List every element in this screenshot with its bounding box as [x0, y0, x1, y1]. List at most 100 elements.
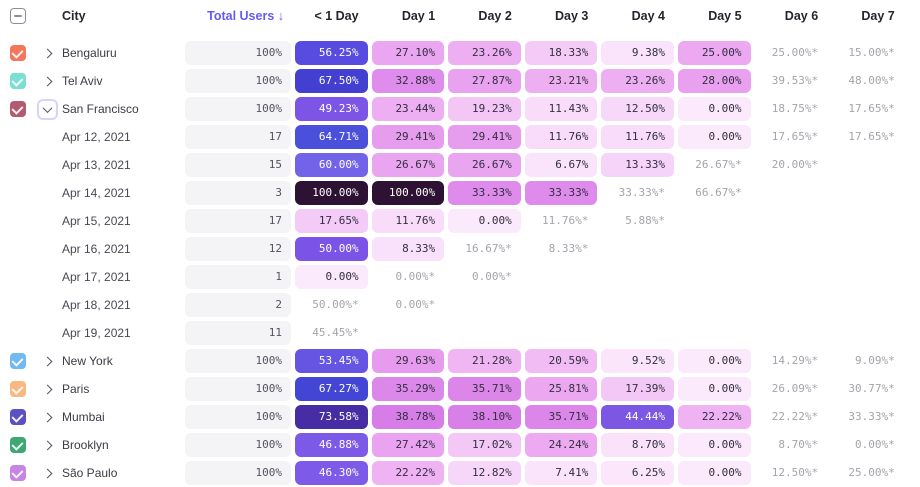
retention-cell-day1: 8.33% — [371, 237, 445, 261]
retention-cell-day1: 29.63% — [371, 349, 445, 373]
checkbox-cell — [0, 73, 36, 89]
date-label-apr-17-2021: Apr 17, 2021 — [62, 270, 131, 284]
retention-cell-day0: 56.25% — [295, 41, 368, 65]
retention-cell-day4: 17.39% — [601, 377, 674, 401]
retention-cell-day2: 26.67% — [448, 153, 521, 177]
total-users-cell: 2 — [185, 293, 291, 317]
retention-cell-day5: 0.00% — [677, 349, 751, 373]
empty-cell-day7 — [831, 181, 904, 205]
forecast-cell-day6: 14.29%* — [771, 354, 819, 367]
column-header-day-5: Day 5 — [708, 9, 742, 23]
retention-cell-day2: 23.26% — [448, 41, 521, 65]
forecast-cell-day7: 9.09%* — [855, 354, 895, 367]
row-checkbox-tel-aviv[interactable] — [10, 73, 26, 89]
row-checkbox-brooklyn[interactable] — [10, 437, 26, 453]
column-header-day-4: Day 4 — [631, 9, 665, 23]
date-row-apr-19-2021: Apr 19, 2021 11 45.45%* — [0, 319, 920, 347]
empty-cell-day6 — [755, 237, 828, 261]
city-row-paris: Paris 100% 67.27% 35.29% 35.71% 25.81% 17.39% 0… — [0, 375, 920, 403]
retention-cell-day5: 22.22% — [677, 405, 751, 429]
retention-cell-day1: 100.00% — [371, 181, 445, 205]
retention-cell-day5: 0.00% — [677, 97, 751, 121]
row-checkbox-new-york[interactable] — [10, 353, 26, 369]
city-label-tel-aviv: Tel Aviv — [62, 74, 103, 88]
chevron-right-icon[interactable] — [42, 412, 53, 422]
row-checkbox-paris[interactable] — [10, 381, 26, 397]
select-all-checkbox[interactable] — [10, 8, 26, 24]
row-checkbox-san-francisco[interactable] — [10, 101, 26, 117]
retention-cell-day3: 11.76% — [524, 125, 598, 149]
total-users-cell: 17 — [185, 209, 291, 233]
checkbox-cell — [0, 45, 36, 61]
forecast-cell-day6: 18.75%* — [771, 102, 819, 115]
empty-cell-day4 — [601, 321, 674, 345]
date-label-apr-15-2021: Apr 15, 2021 — [62, 214, 131, 228]
forecast-cell-day7: 17.65%* — [848, 102, 895, 115]
expand-cell — [36, 76, 62, 86]
retention-cell-day5: 0.00% — [677, 461, 751, 485]
empty-cell-day1 — [372, 321, 445, 345]
retention-cell-day3: 6.67% — [524, 153, 598, 177]
chevron-right-icon[interactable] — [42, 440, 53, 450]
city-row-mumbai: Mumbai 100% 73.58% 38.78% 38.10% 35.71% 44.44%… — [0, 403, 920, 431]
total-users-cell: 17 — [185, 125, 291, 149]
forecast-cell-day2: 16.67%* — [465, 242, 512, 255]
empty-cell-day5 — [678, 321, 751, 345]
city-label-brooklyn: Brooklyn — [62, 438, 109, 452]
city-row-san-francisco: San Francisco 100% 49.23% 23.44% 19.23% 11.43… — [0, 95, 920, 123]
retention-cell-day4: 8.70% — [601, 433, 674, 457]
checkbox-cell — [0, 381, 36, 397]
column-header-day-7: Day 7 — [861, 9, 895, 23]
city-row-tel-aviv: Tel Aviv 100% 67.50% 32.88% 27.87% 23.21% 23.2… — [0, 67, 920, 95]
empty-cell-day7 — [831, 293, 904, 317]
chevron-right-icon[interactable] — [42, 76, 53, 86]
retention-cell-day2: 27.87% — [448, 69, 521, 93]
row-checkbox-mumbai[interactable] — [10, 409, 26, 425]
total-users-cell: 100% — [185, 41, 291, 65]
retention-cell-day3: 33.33% — [524, 181, 598, 205]
checkbox-cell — [0, 409, 36, 425]
empty-cell-day4 — [601, 293, 674, 317]
empty-cell-day6 — [755, 181, 828, 205]
total-users-cell: 12 — [185, 237, 291, 261]
checkbox-cell — [0, 437, 36, 453]
retention-cell-day5: 0.00% — [677, 125, 751, 149]
total-users-cell: 100% — [185, 97, 291, 121]
expand-cell — [36, 98, 62, 120]
column-header-city: City — [62, 9, 86, 23]
retention-cell-day2: 38.10% — [448, 405, 521, 429]
retention-cell-day3: 24.24% — [524, 433, 598, 457]
indeterminate-icon — [14, 15, 22, 17]
expand-cell — [36, 356, 62, 366]
retention-cell-day0: 0.00% — [295, 265, 368, 289]
total-users-cell: 11 — [185, 321, 291, 345]
forecast-cell-day6: 12.50%* — [771, 466, 819, 479]
chevron-right-icon[interactable] — [42, 468, 53, 478]
row-checkbox-bengaluru[interactable] — [10, 45, 26, 61]
chevron-right-icon[interactable] — [42, 384, 53, 394]
expand-cell — [36, 440, 62, 450]
empty-cell-day2 — [448, 321, 521, 345]
forecast-cell-day5: 26.67%* — [695, 158, 742, 171]
retention-cell-day0: 53.45% — [295, 349, 368, 373]
forecast-cell-day4: 5.88%* — [625, 214, 665, 227]
empty-cell-day5 — [678, 265, 751, 289]
date-label-apr-14-2021: Apr 14, 2021 — [62, 186, 131, 200]
expand-cell — [36, 412, 62, 422]
total-users-cell: 100% — [185, 349, 291, 373]
retention-cell-day0: 100.00% — [295, 181, 368, 205]
empty-cell-day6 — [755, 293, 828, 317]
collapse-row-button-san-francisco[interactable] — [37, 98, 58, 120]
row-checkbox-s-o-paulo[interactable] — [10, 465, 26, 481]
chevron-right-icon[interactable] — [42, 48, 53, 58]
column-header-total-users[interactable]: Total Users ↓ — [207, 9, 284, 23]
forecast-cell-day6: 26.09%* — [771, 382, 819, 395]
forecast-cell-day6: 25.00%* — [771, 46, 819, 59]
total-users-cell: 15 — [185, 153, 291, 177]
retention-cell-day1: 27.42% — [371, 433, 445, 457]
chevron-right-icon[interactable] — [42, 356, 53, 366]
expand-cell — [36, 384, 62, 394]
city-row-brooklyn: Brooklyn 100% 46.88% 27.42% 17.02% 24.24% 8.70… — [0, 431, 920, 459]
retention-cell-day0: 73.58% — [295, 405, 368, 429]
column-header-day-2: Day 2 — [478, 9, 512, 23]
